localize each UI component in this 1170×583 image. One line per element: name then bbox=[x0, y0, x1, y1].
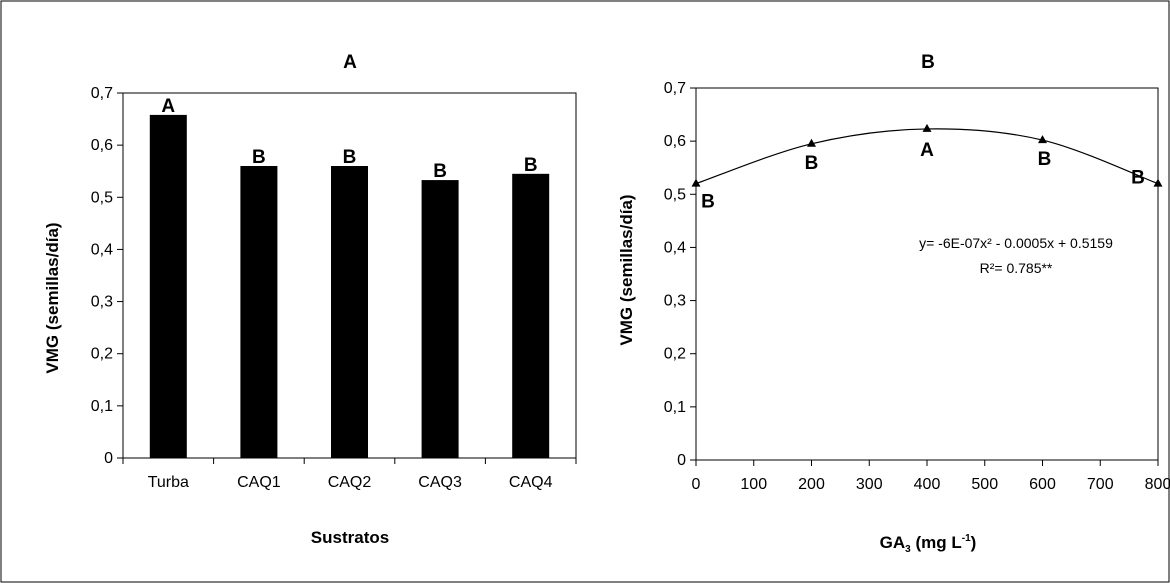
panel-b-title: B bbox=[921, 52, 935, 73]
panel-b-x-tick-label: 400 bbox=[914, 476, 941, 493]
panel-b-point-letter: B bbox=[701, 192, 715, 213]
panel-a-bars bbox=[149, 114, 550, 459]
panel-a-bar-letter: B bbox=[524, 155, 538, 176]
panel-b-x-tick-label: 500 bbox=[971, 476, 998, 493]
panel-a-bar-caq2 bbox=[331, 166, 368, 458]
panel-a-axes: 0 0,1 0,2 0,3 0,4 0,5 0,6 0,7 bbox=[91, 85, 577, 467]
panel-b-y-axis-title: VMG (semillas/día) bbox=[617, 194, 636, 345]
panel-a-x-tick-label: CAQ1 bbox=[237, 474, 281, 491]
panel-a-bar-letter: A bbox=[161, 96, 175, 117]
panel-a-bar-caq4 bbox=[512, 173, 550, 459]
panel-a-y-axis-title: VMG (semillas/día) bbox=[43, 222, 62, 373]
panel-a-y-tick-label: 0,4 bbox=[91, 241, 113, 258]
panel-b-r-squared: R²= 0.785** bbox=[980, 260, 1053, 276]
panel-a-y-tick-label: 0,7 bbox=[91, 85, 113, 102]
panel-b-point-letter: B bbox=[1038, 149, 1052, 170]
panel-a-x-tick-label: CAQ4 bbox=[509, 474, 553, 491]
panel-b-scatter-chart: B VMG (semillas/día) GA3 (mg L-1) 0 0,1 0,… bbox=[617, 52, 1170, 555]
panel-b-x-axis-title: GA3 (mg L-1) bbox=[880, 533, 977, 555]
panel-b-point-triangle bbox=[807, 138, 816, 147]
panel-a-title: A bbox=[343, 52, 357, 73]
panel-b-x-tick-label: 600 bbox=[1029, 476, 1056, 493]
panel-b-x-tick-label: 100 bbox=[740, 476, 767, 493]
panel-b-x-tick-label: 300 bbox=[856, 476, 883, 493]
panel-b-x-axis-title-rest: (mg L bbox=[911, 533, 962, 552]
panel-a-x-tick-label: CAQ2 bbox=[328, 474, 372, 491]
panel-a-x-tick-label: Turba bbox=[148, 474, 189, 491]
panel-b-points bbox=[691, 123, 1163, 187]
panel-b-x-axis-title-close: ) bbox=[971, 533, 977, 552]
panel-a-bar-turba bbox=[149, 114, 187, 459]
panel-a-y-tick-label: 0 bbox=[104, 450, 113, 467]
panel-a-y-tick-label: 0,5 bbox=[91, 189, 113, 206]
panel-b-y-tick-label: 0,7 bbox=[664, 80, 686, 97]
panel-a-bar-chart: A VMG (semillas/día) Sustratos 0 0,1 0,2 0,… bbox=[43, 52, 577, 547]
panel-b-axes: 0 0,1 0,2 0,3 0,4 0,5 0,6 0,7 0 100 200 300 400 500 60… bbox=[664, 80, 1170, 493]
panel-b-point-letter: B bbox=[1131, 168, 1145, 189]
panel-b-point-letter: A bbox=[920, 140, 934, 161]
panel-b-point-triangle bbox=[1038, 135, 1047, 144]
panel-b-point-letter: B bbox=[805, 153, 819, 174]
panel-b-y-tick-label: 0 bbox=[677, 452, 686, 469]
panel-a-x-axis-title: Sustratos bbox=[311, 528, 389, 547]
panel-b-x-tick-label: 800 bbox=[1145, 476, 1170, 493]
panel-b-y-tick-label: 0,4 bbox=[664, 239, 686, 256]
panel-b-y-tick-label: 0,6 bbox=[664, 133, 686, 150]
panel-b-x-axis-title-sup: -1 bbox=[962, 533, 971, 544]
panel-b-equation: y= -6E-07x² - 0.0005x + 0.5159 bbox=[919, 235, 1113, 251]
panel-b-y-tick-label: 0,2 bbox=[664, 346, 686, 363]
panel-a-x-tick-label: CAQ3 bbox=[418, 474, 462, 491]
panel-a-labels: A Turba B CAQ1 B CAQ2 B CAQ3 B CAQ4 bbox=[148, 96, 553, 491]
panel-b-labels: B B A B B bbox=[701, 140, 1145, 213]
panel-a-y-tick-label: 0,2 bbox=[91, 346, 113, 363]
panel-b-y-tick-label: 0,1 bbox=[664, 399, 686, 416]
panel-b-point-triangle bbox=[922, 123, 932, 132]
panel-b-x-tick-label: 700 bbox=[1087, 476, 1114, 493]
panel-a-y-tick-label: 0,3 bbox=[91, 294, 113, 311]
panel-b-y-tick-label: 0,5 bbox=[664, 186, 686, 203]
panel-a-bar-letter: B bbox=[433, 161, 447, 182]
panel-b-x-axis-title-sub: 3 bbox=[905, 544, 911, 555]
panel-b-x-axis-title-main: GA bbox=[880, 533, 906, 552]
panel-b-point-triangle bbox=[1153, 178, 1163, 187]
panel-b-x-tick-label: 200 bbox=[798, 476, 825, 493]
panel-a-bar-caq1 bbox=[240, 166, 278, 458]
panel-a-bar-letter: B bbox=[343, 147, 357, 168]
panel-a-bar-letter: B bbox=[252, 147, 266, 168]
panel-a-y-tick-label: 0,1 bbox=[91, 398, 113, 415]
panel-a-bar-caq3 bbox=[421, 180, 459, 459]
panel-b-x-tick-label: 0 bbox=[692, 476, 701, 493]
panel-b-y-tick-label: 0,3 bbox=[664, 293, 686, 310]
panel-b-point-triangle bbox=[691, 178, 701, 187]
panel-a-y-tick-label: 0,6 bbox=[91, 137, 113, 154]
